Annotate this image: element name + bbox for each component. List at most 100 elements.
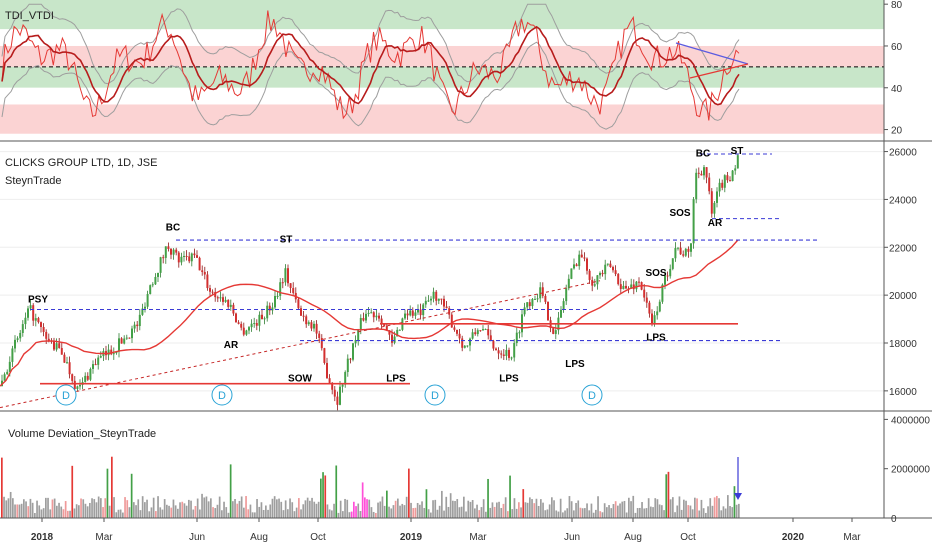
volume-bar <box>80 498 82 518</box>
candle-body <box>240 323 243 328</box>
tdi-ytick-label: 20 <box>891 126 903 137</box>
volume-bar <box>678 496 681 518</box>
volume-title: Volume Deviation_SteynTrade <box>8 428 156 440</box>
candle-body <box>68 362 71 375</box>
volume-bar <box>372 511 375 518</box>
volume-bar <box>694 497 696 518</box>
candle-body <box>705 167 708 178</box>
candle <box>398 329 401 331</box>
candle <box>560 306 562 319</box>
volume-bar <box>51 499 54 518</box>
candle-body <box>560 309 562 318</box>
volume-bar <box>716 495 718 518</box>
volume-bar <box>309 500 311 518</box>
candle-body <box>279 282 282 296</box>
volume-bar <box>617 505 619 518</box>
moving-average-line <box>0 239 739 387</box>
volume-bar <box>553 500 555 518</box>
candle-body <box>690 243 692 252</box>
candle <box>133 321 136 333</box>
candle-body <box>453 327 456 330</box>
volume-bar <box>447 506 450 518</box>
candle-body <box>378 315 380 319</box>
volume-bar <box>465 511 467 518</box>
volume-bar <box>405 496 408 518</box>
candle-body <box>305 316 308 325</box>
volume-bar <box>353 501 355 518</box>
dividend-marker-label: D <box>218 390 226 402</box>
candle <box>370 308 373 314</box>
volume-bar <box>181 501 184 518</box>
volume-bar <box>419 504 421 518</box>
volume-bar <box>267 509 269 518</box>
candle-body <box>463 345 466 348</box>
candle-body <box>713 202 716 214</box>
candle-body <box>336 396 339 405</box>
volume-bar <box>502 503 505 518</box>
candle-body <box>133 324 136 329</box>
candle <box>471 328 474 340</box>
candle-body <box>60 348 63 355</box>
volume-bar <box>130 473 133 518</box>
candle-body <box>263 318 266 320</box>
volume-bar <box>656 499 659 518</box>
volume-panel <box>1 456 742 518</box>
candle <box>151 282 154 288</box>
candle-body <box>593 284 596 286</box>
volume-bar <box>3 496 5 518</box>
candle-body <box>658 301 661 312</box>
volume-bar <box>60 506 63 518</box>
volume-bar <box>302 504 305 518</box>
volume-bar <box>192 509 195 518</box>
candle <box>372 311 375 323</box>
volume-bar <box>557 511 560 518</box>
price-ytick-label: 24000 <box>889 195 917 206</box>
candle-body <box>255 323 258 326</box>
candle <box>216 295 219 303</box>
candle <box>42 323 45 337</box>
dividend-marker-circle <box>424 384 446 406</box>
candle-body <box>534 298 536 300</box>
candle <box>84 372 87 383</box>
candle-body <box>222 297 224 302</box>
volume-bar <box>454 501 456 518</box>
candle-body <box>229 304 232 307</box>
price-ytick-label: 20000 <box>889 291 917 302</box>
volume-bar <box>592 512 595 518</box>
volume-bar <box>397 498 399 518</box>
candle-body <box>185 255 188 257</box>
volume-bar <box>335 465 338 518</box>
volume-bar <box>188 499 190 518</box>
candle-body <box>500 353 503 355</box>
candle-body <box>461 338 464 348</box>
volume-bar <box>344 498 346 518</box>
volume-bar <box>86 506 89 518</box>
volume-bar <box>269 504 272 518</box>
candle-body <box>671 258 674 269</box>
volume-bar <box>689 505 692 518</box>
candle-body <box>177 252 180 263</box>
candle <box>573 258 575 270</box>
candle <box>40 321 42 333</box>
volume-bar <box>102 507 104 518</box>
volume-bar <box>67 510 69 518</box>
candle-body <box>250 323 253 328</box>
candle-body <box>281 282 284 284</box>
candle <box>248 325 250 335</box>
tdi-signal-line <box>1 25 740 106</box>
candle-body <box>718 182 721 192</box>
candle-body <box>411 310 414 316</box>
candle <box>583 252 586 262</box>
candle <box>466 345 469 348</box>
volume-bar <box>366 499 368 518</box>
candle-body <box>370 312 373 314</box>
candle-body <box>34 318 37 321</box>
dividend-marker-label: D <box>431 390 439 402</box>
candle-body <box>562 301 565 310</box>
volume-bar <box>727 495 729 518</box>
volume-bar <box>581 508 584 518</box>
volume-bar <box>471 500 474 518</box>
volume-bar <box>207 501 210 518</box>
volume-bar <box>700 499 703 518</box>
candle-body <box>219 297 222 299</box>
